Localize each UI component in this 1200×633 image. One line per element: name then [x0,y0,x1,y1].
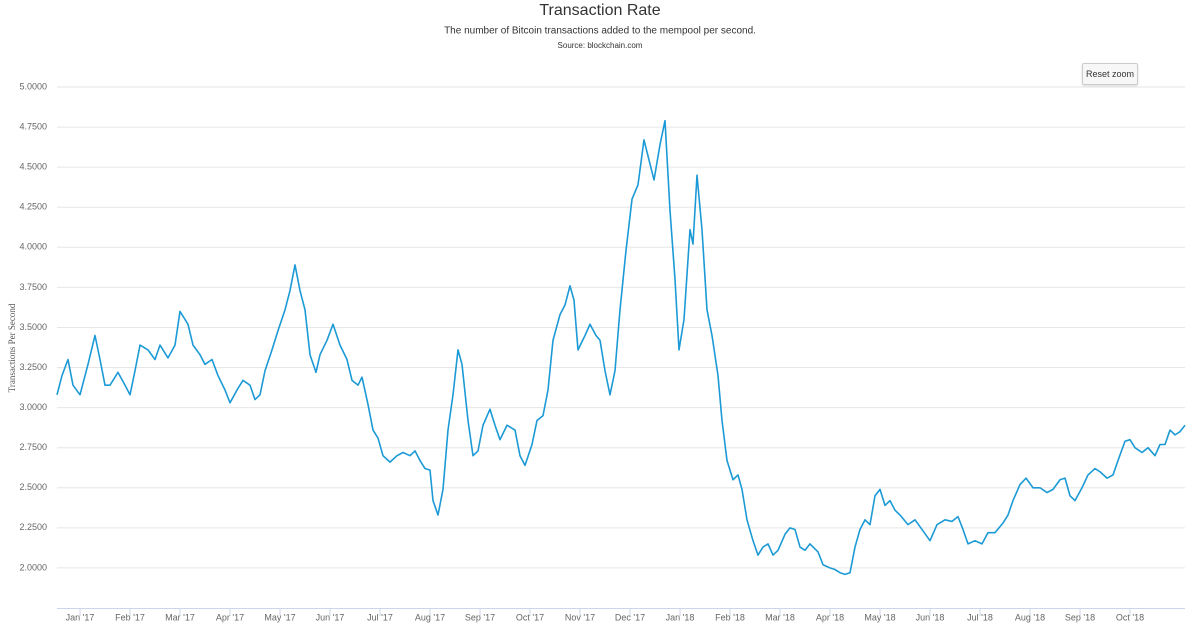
x-tick-label: Mar '18 [765,612,795,622]
chart-subtitle: The number of Bitcoin transactions added… [444,26,756,37]
x-tick-label: May '17 [264,612,295,622]
x-tick-label: Jun '18 [916,612,945,622]
y-tick-label: 4.0000 [19,242,47,252]
y-tick-label: 3.2500 [19,362,47,372]
y-tick-label: 3.7500 [19,282,47,292]
x-tick-label: Jun '17 [316,612,345,622]
y-tick-label: 5.0000 [19,81,47,91]
y-tick-label: 2.2500 [19,522,47,532]
y-tick-label: 2.5000 [19,482,47,492]
x-tick-label: Feb '17 [115,612,145,622]
x-tick-label: Apr '17 [216,612,244,622]
y-axis-title: Transactions Per Second [7,303,17,392]
x-tick-label: Oct '17 [516,612,544,622]
y-tick-label: 3.5000 [19,322,47,332]
x-tick-label: Apr '18 [816,612,844,622]
x-tick-label: Jan '17 [66,612,95,622]
x-tick-label: Sep '17 [465,612,495,622]
y-tick-label: 4.5000 [19,162,47,172]
x-tick-label: Jan '18 [666,612,695,622]
reset-zoom-button[interactable]: Reset zoom [1082,63,1138,85]
x-tick-label: Dec '17 [615,612,645,622]
x-tick-label: May '18 [864,612,895,622]
x-tick-label: Aug '18 [1015,612,1045,622]
chart-source: Source: blockchain.com [558,41,643,50]
x-tick-label: Mar '17 [165,612,195,622]
x-tick-label: Aug '17 [415,612,445,622]
x-tick-label: Oct '18 [1116,612,1144,622]
y-tick-label: 2.0000 [19,562,47,572]
y-tick-label: 4.2500 [19,202,47,212]
y-tick-label: 3.0000 [19,402,47,412]
x-tick-label: Nov '17 [565,612,595,622]
x-tick-label: Feb '18 [715,612,745,622]
data-line [56,119,1186,576]
y-tick-label: 2.7500 [19,442,47,452]
x-tick-label: Jul '17 [367,612,393,622]
y-tick-label: 4.7500 [19,121,47,131]
x-tick-label: Sep '18 [1065,612,1095,622]
chart-title: Transaction Rate [539,2,660,19]
x-tick-label: Jul '18 [967,612,993,622]
